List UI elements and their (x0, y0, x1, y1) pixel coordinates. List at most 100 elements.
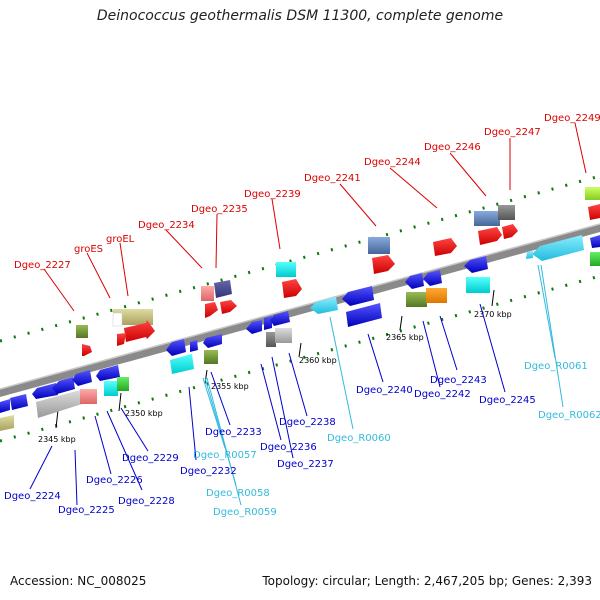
gene-arrow[interactable] (502, 224, 518, 239)
gene-label[interactable]: Dgeo_2234 (138, 220, 195, 231)
gene-arrow[interactable] (590, 235, 600, 248)
gene-arrow[interactable] (220, 300, 237, 314)
gene-arrow[interactable] (372, 255, 395, 274)
gene-box[interactable] (76, 325, 88, 338)
gene-box[interactable] (113, 309, 153, 325)
kbp-label: 2360 kbp (299, 356, 337, 365)
gene-arrow[interactable] (0, 399, 10, 413)
gene-label[interactable]: Dgeo_2242 (414, 389, 471, 400)
gene-arrow[interactable] (588, 204, 600, 220)
rna-leader-lines (202, 264, 564, 506)
gene-box[interactable] (112, 312, 123, 327)
gene-arrow[interactable] (246, 320, 262, 334)
gene-box[interactable] (104, 381, 118, 396)
gene-box[interactable] (498, 205, 515, 220)
gene-label[interactable]: Dgeo_2237 (277, 459, 334, 470)
gene-box[interactable] (275, 328, 292, 343)
rna-arrow[interactable] (532, 235, 584, 261)
gene-arrow[interactable] (10, 394, 28, 410)
gene-label[interactable]: Dgeo_2226 (86, 475, 143, 486)
gene-arrow[interactable] (96, 365, 120, 381)
gene-arrow[interactable] (342, 286, 374, 306)
gene-box[interactable] (585, 187, 600, 200)
gene-label[interactable]: Dgeo_2229 (122, 453, 179, 464)
gene-arrow[interactable] (82, 344, 92, 356)
gene-arrow[interactable] (214, 280, 232, 298)
gene-box[interactable] (204, 350, 218, 364)
gene-label[interactable]: Dgeo_2244 (364, 157, 421, 168)
gene-label[interactable]: Dgeo_2233 (205, 427, 262, 438)
gene-label[interactable]: Dgeo_2228 (118, 496, 175, 507)
gene-label[interactable]: Dgeo_2235 (191, 204, 248, 215)
gene-box[interactable] (466, 277, 490, 293)
gene-arrow[interactable] (124, 320, 155, 342)
rna-label[interactable]: Dgeo_R0059 (213, 507, 277, 518)
rna-label[interactable]: Dgeo_R0057 (193, 450, 257, 461)
gene-arrow[interactable] (346, 303, 382, 327)
gene-label[interactable]: groEL (106, 234, 135, 245)
gene-box[interactable] (276, 262, 296, 277)
gene-label[interactable]: Dgeo_2241 (304, 173, 361, 184)
gene-label[interactable]: Dgeo_2246 (424, 142, 481, 153)
gene-arrow[interactable] (72, 370, 92, 386)
gene-arrow[interactable] (205, 302, 218, 318)
gene-arrow[interactable] (170, 354, 194, 374)
rna-arrow[interactable] (526, 251, 533, 259)
forward-leader-lines (43, 122, 587, 312)
gene-label[interactable]: Dgeo_2225 (58, 505, 115, 516)
gene-label[interactable]: Dgeo_2224 (4, 491, 61, 502)
gene-arrow[interactable] (166, 339, 186, 356)
gene-arrow[interactable] (270, 311, 290, 326)
gene-arrow[interactable] (478, 227, 502, 245)
gene-arrow[interactable] (264, 316, 272, 330)
gene-label[interactable]: Dgeo_2243 (430, 375, 487, 386)
gene-label[interactable]: Dgeo_2238 (279, 417, 336, 428)
gene-label[interactable]: Dgeo_2236 (260, 442, 317, 453)
gene-box[interactable] (80, 389, 97, 404)
kbp-label: 2365 kbp (386, 333, 424, 342)
gene-arrow[interactable] (117, 333, 126, 346)
kbp-label: 2355 kbp (211, 382, 249, 391)
gene-box[interactable] (368, 237, 390, 254)
gene-box[interactable] (474, 211, 500, 226)
gene-arrow[interactable] (0, 415, 14, 431)
rna-label[interactable]: Dgeo_R0062 (538, 410, 600, 421)
rna-label[interactable]: Dgeo_R0058 (206, 488, 270, 499)
gene-label[interactable]: Dgeo_2249 (544, 113, 600, 124)
backbone-highlight (0, 223, 600, 390)
gene-label[interactable]: Dgeo_2232 (180, 466, 237, 477)
gene-label[interactable]: Dgeo_2240 (356, 385, 413, 396)
gene-label[interactable]: Dgeo_2239 (244, 189, 301, 200)
reverse-leader-lines (29, 303, 506, 506)
gene-arrow[interactable] (433, 238, 457, 256)
reverse-genes (0, 235, 600, 418)
genome-backbone (0, 224, 600, 397)
gene-arrow[interactable] (36, 390, 82, 418)
gene-box[interactable] (590, 252, 600, 266)
gene-box[interactable] (117, 377, 129, 391)
gene-label[interactable]: Dgeo_2247 (484, 127, 541, 138)
rna-label[interactable]: Dgeo_R0060 (327, 433, 391, 444)
gene-arrow[interactable] (282, 279, 302, 298)
gene-arrow[interactable] (405, 273, 424, 289)
gene-box[interactable] (406, 292, 427, 307)
gene-arrow[interactable] (423, 270, 442, 286)
kbp-label: 2345 kbp (38, 435, 76, 444)
gene-label[interactable]: Dgeo_2227 (14, 260, 71, 271)
topology-label: Topology: circular; Length: 2,467,205 bp… (262, 574, 592, 588)
gene-box[interactable] (266, 332, 276, 347)
gene-label[interactable]: Dgeo_2245 (479, 395, 536, 406)
rna-arrow[interactable] (310, 297, 338, 314)
gene-arrow[interactable] (190, 340, 198, 352)
gene-label[interactable]: groES (74, 244, 103, 255)
kbp-scale (55, 289, 495, 429)
gene-box[interactable] (201, 286, 214, 301)
gene-box[interactable] (426, 288, 447, 303)
gene-arrow[interactable] (52, 377, 75, 394)
accession-label: Accession: NC_008025 (10, 574, 147, 588)
gene-arrow[interactable] (32, 383, 58, 399)
gene-arrow[interactable] (464, 256, 488, 273)
rna-label[interactable]: Dgeo_R0061 (524, 361, 588, 372)
gene-arrow[interactable] (203, 334, 222, 348)
